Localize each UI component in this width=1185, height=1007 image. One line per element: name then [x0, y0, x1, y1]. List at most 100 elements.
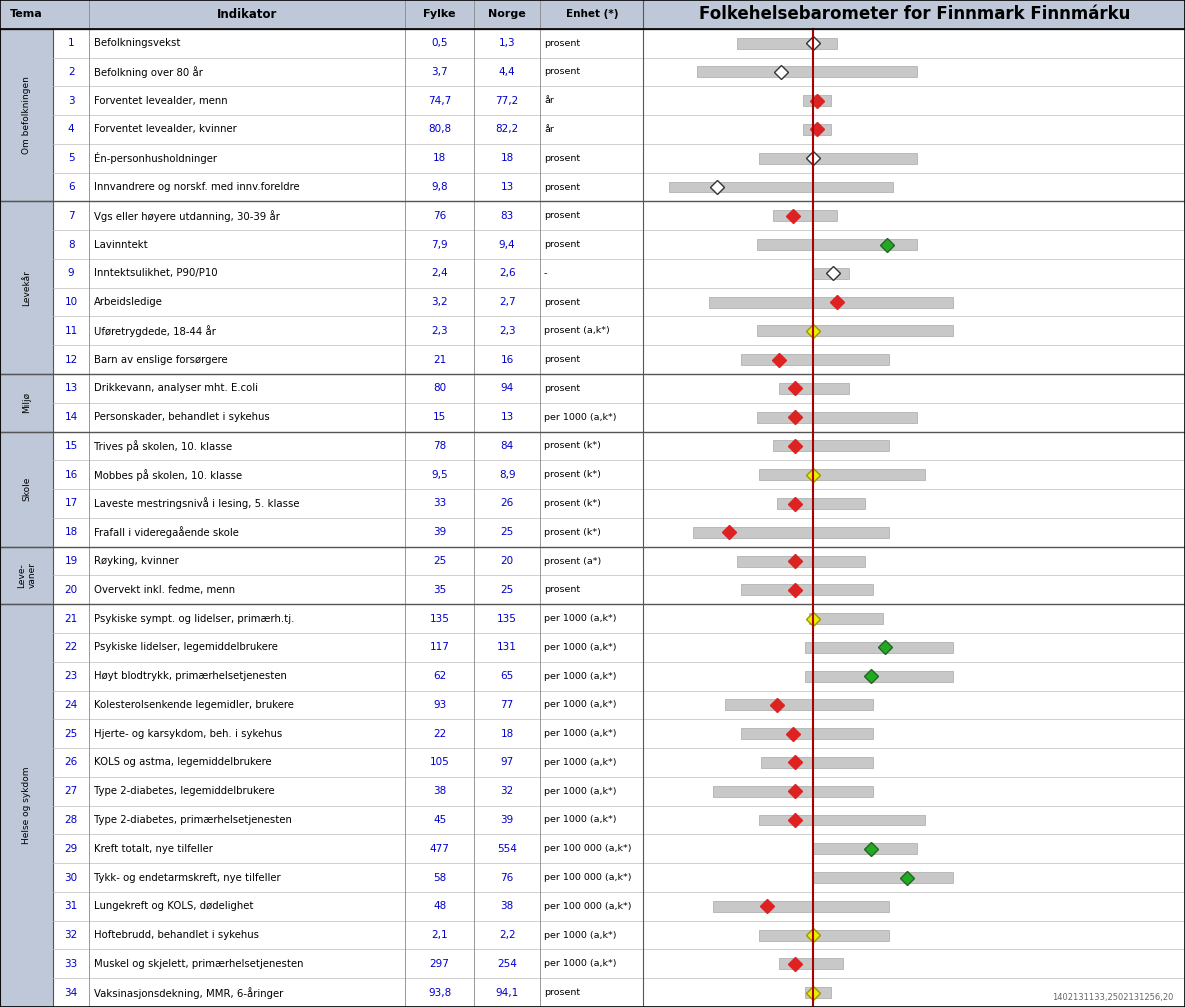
Text: 38: 38 [500, 901, 514, 911]
Text: 13: 13 [64, 384, 78, 394]
Text: 27: 27 [64, 786, 78, 797]
Bar [53, 144, 1185, 172]
Bar [741, 728, 873, 739]
Bar [643, 259, 1185, 288]
Text: Type 2-diabetes, primærhelsetjenesten: Type 2-diabetes, primærhelsetjenesten [94, 815, 292, 825]
Text: 1: 1 [68, 38, 75, 48]
Bar [643, 575, 1185, 604]
Text: per 100 000 (a,k*): per 100 000 (a,k*) [544, 873, 632, 882]
Bar [773, 440, 889, 451]
Text: 135: 135 [498, 613, 517, 623]
Bar [0, 374, 53, 432]
Text: 16: 16 [64, 469, 78, 479]
Text: 82,2: 82,2 [495, 125, 519, 135]
Text: 254: 254 [498, 959, 517, 969]
Text: 554: 554 [498, 844, 517, 854]
Text: 74,7: 74,7 [428, 96, 451, 106]
Bar [737, 37, 837, 48]
Bar [643, 345, 1185, 374]
Bar [693, 527, 889, 538]
Bar [737, 556, 865, 567]
Bar [725, 700, 873, 710]
Bar [53, 231, 1185, 259]
Bar [643, 547, 1185, 575]
Bar [741, 584, 873, 595]
Text: 34: 34 [64, 988, 78, 998]
Text: prosent: prosent [544, 211, 579, 221]
Text: Trives på skolen, 10. klasse: Trives på skolen, 10. klasse [94, 440, 232, 452]
Text: 0,5: 0,5 [431, 38, 448, 48]
Bar [53, 172, 1185, 201]
Text: per 1000 (a,k*): per 1000 (a,k*) [544, 816, 616, 825]
Bar [53, 835, 1185, 863]
Text: Befolkningsvekst: Befolkningsvekst [94, 38, 180, 48]
Text: 135: 135 [430, 613, 449, 623]
Text: prosent: prosent [544, 67, 579, 77]
Text: Drikkevann, analyser mht. E.coli: Drikkevann, analyser mht. E.coli [94, 384, 257, 394]
Text: 62: 62 [433, 671, 447, 681]
Bar [643, 374, 1185, 403]
Text: 39: 39 [500, 815, 514, 825]
Text: 39: 39 [433, 528, 447, 538]
Text: prosent: prosent [544, 585, 579, 594]
Text: 2,7: 2,7 [499, 297, 515, 307]
Bar [741, 354, 889, 366]
Text: 65: 65 [500, 671, 514, 681]
Text: 2,4: 2,4 [431, 268, 448, 278]
Bar [643, 978, 1185, 1007]
Bar [779, 959, 843, 970]
Bar [53, 806, 1185, 835]
Bar [813, 872, 953, 883]
Bar [53, 345, 1185, 374]
Text: prosent: prosent [544, 384, 579, 393]
Text: Lungekreft og KOLS, dødelighet: Lungekreft og KOLS, dødelighet [94, 901, 254, 911]
Bar [805, 987, 831, 998]
Text: 25: 25 [433, 556, 447, 566]
Bar [53, 87, 1185, 115]
Text: 2,2: 2,2 [499, 930, 515, 941]
Bar [53, 115, 1185, 144]
Text: 13: 13 [500, 182, 514, 192]
Text: 76: 76 [433, 210, 447, 221]
Bar [53, 776, 1185, 806]
Text: 25: 25 [500, 528, 514, 538]
Text: 24: 24 [64, 700, 78, 710]
Bar [53, 489, 1185, 518]
Bar [643, 115, 1185, 144]
Text: 18: 18 [433, 153, 447, 163]
Text: per 1000 (a,k*): per 1000 (a,k*) [544, 701, 616, 709]
Text: Uføretrygdede, 18-44 år: Uføretrygdede, 18-44 år [94, 325, 216, 336]
Bar [643, 776, 1185, 806]
Text: Kreft totalt, nye tilfeller: Kreft totalt, nye tilfeller [94, 844, 212, 854]
Bar [53, 259, 1185, 288]
Bar [813, 268, 848, 279]
Text: 16: 16 [500, 354, 514, 365]
Bar [643, 920, 1185, 950]
Text: 25: 25 [64, 729, 78, 739]
Bar [53, 460, 1185, 489]
Text: 3: 3 [68, 96, 75, 106]
Text: 9,5: 9,5 [431, 469, 448, 479]
Bar [643, 835, 1185, 863]
Text: 117: 117 [430, 642, 449, 653]
Text: Forventet levealder, kvinner: Forventet levealder, kvinner [94, 125, 236, 135]
Text: 17: 17 [64, 498, 78, 509]
Bar [643, 57, 1185, 87]
Text: Personskader, behandlet i sykehus: Personskader, behandlet i sykehus [94, 412, 269, 422]
Text: 48: 48 [433, 901, 447, 911]
Bar [805, 641, 953, 653]
Bar [643, 748, 1185, 776]
Text: 33: 33 [64, 959, 78, 969]
Text: per 1000 (a,k*): per 1000 (a,k*) [544, 786, 616, 796]
Bar [0, 0, 1185, 29]
Text: prosent (k*): prosent (k*) [544, 470, 601, 479]
Bar [0, 201, 53, 374]
Text: 9: 9 [68, 268, 75, 278]
Text: 93: 93 [433, 700, 447, 710]
Text: 297: 297 [430, 959, 449, 969]
Text: 78: 78 [433, 441, 447, 451]
Text: 35: 35 [433, 585, 447, 595]
Text: 76: 76 [500, 872, 514, 882]
Bar [53, 432, 1185, 460]
Text: 94,1: 94,1 [495, 988, 519, 998]
